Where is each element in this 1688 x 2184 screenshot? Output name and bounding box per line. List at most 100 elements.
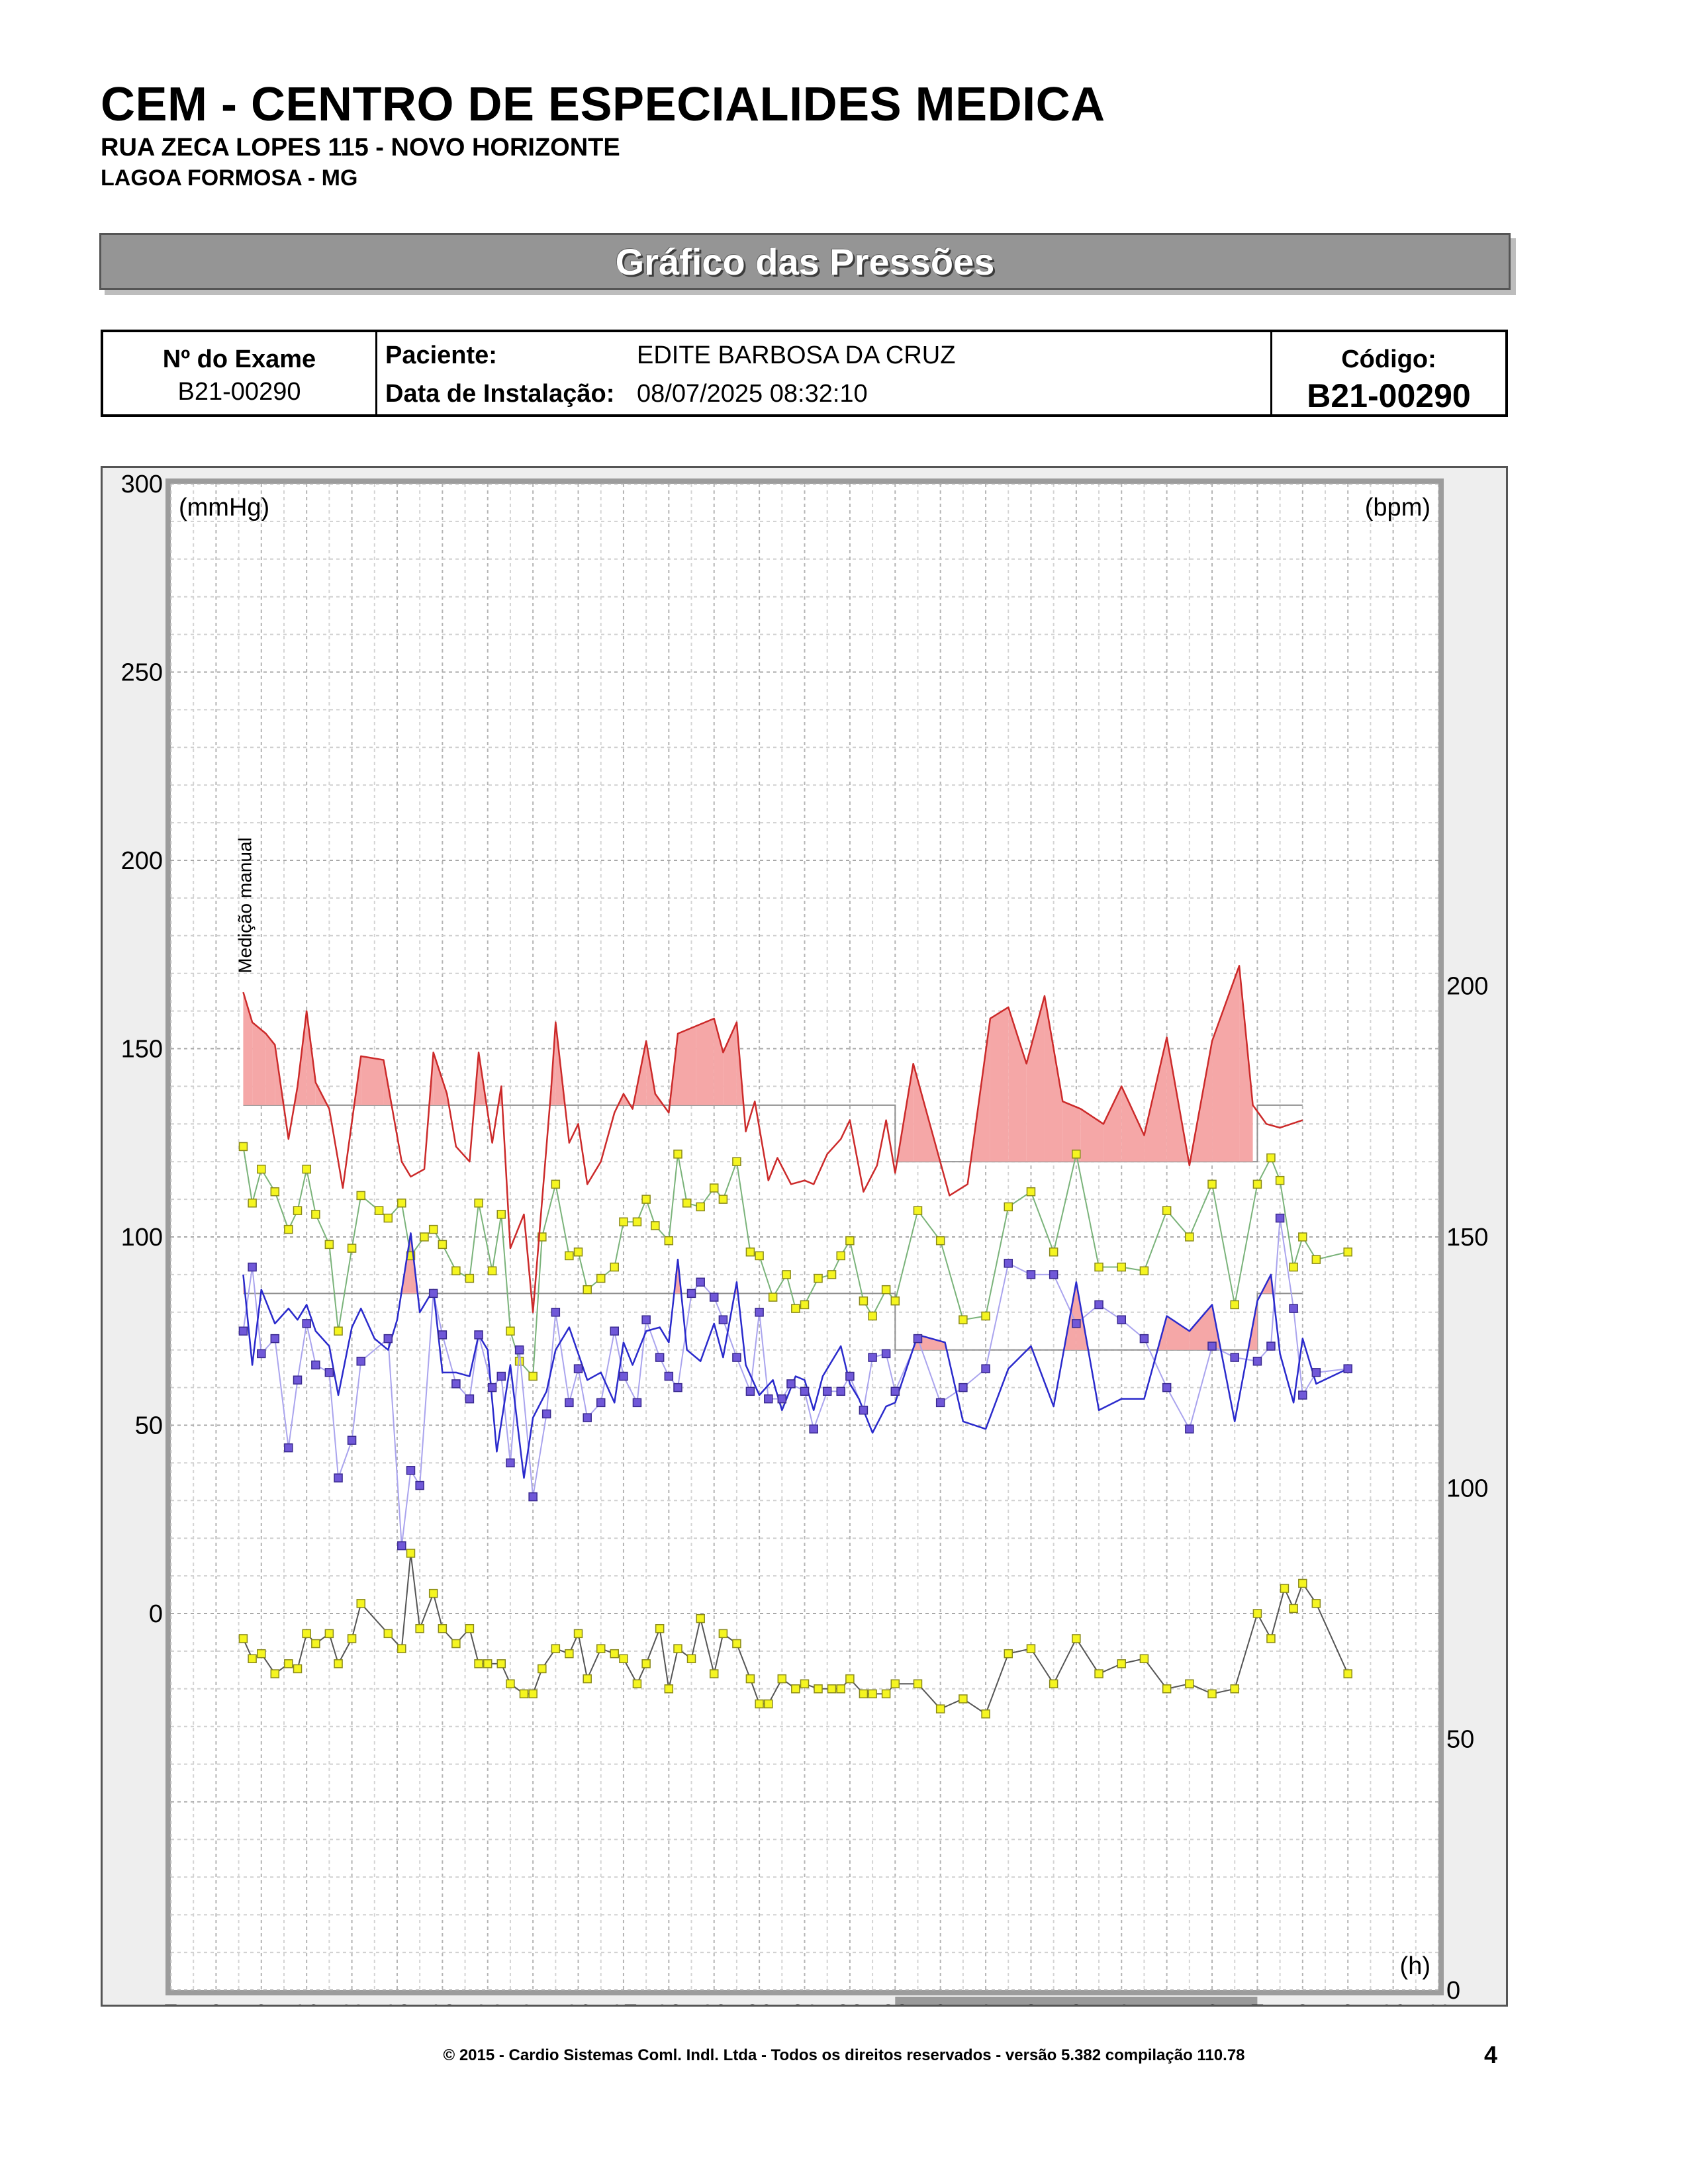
heart-rate-marker	[428, 1588, 438, 1598]
right-axis-labels: 200 150 100 50 0	[1446, 973, 1488, 2005]
night-period-band	[895, 1997, 1258, 2005]
heart-rate-marker	[1026, 1644, 1036, 1653]
limit-exceed-area	[917, 1334, 945, 1350]
mean-pressure-marker	[664, 1236, 674, 1246]
x-tick-label: 23	[881, 2000, 909, 2005]
x-tick-label: 18	[655, 2000, 682, 2005]
diastolic-marker	[959, 1383, 968, 1392]
limit-exceed-area	[723, 1022, 737, 1105]
clinic-name: CEM - CENTRO DE ESPECIALIDES MEDICA	[101, 78, 1105, 131]
heart-rate-marker	[483, 1659, 492, 1668]
mean-pressure-marker	[383, 1213, 393, 1223]
heart-rate-marker	[1162, 1684, 1172, 1694]
left-tick-label: 0	[149, 1600, 163, 1628]
heart-rate-marker	[827, 1684, 837, 1694]
x-tick-label: 0	[933, 2000, 947, 2005]
exam-info-table: Nº do Exame B21-00290 Paciente: EDITE BA…	[101, 330, 1508, 417]
limit-exceed-area	[252, 1022, 266, 1105]
patient-label: Paciente:	[385, 341, 497, 369]
mean-pressure-marker	[1185, 1232, 1194, 1242]
x-tick-label: 20	[745, 2000, 773, 2005]
mean-pressure-marker	[782, 1270, 791, 1279]
diastolic-marker	[397, 1541, 406, 1551]
limit-exceed-area	[714, 1018, 724, 1105]
x-tick-label: 9	[1341, 2000, 1355, 2005]
diastolic-marker	[324, 1368, 334, 1377]
mean-pressure-marker	[311, 1210, 320, 1219]
mean-pressure-marker	[836, 1251, 845, 1261]
diastolic-marker	[755, 1308, 764, 1317]
heart-rate-marker	[383, 1629, 393, 1639]
diastolic-marker	[696, 1277, 705, 1287]
heart-rate-marker	[664, 1684, 674, 1694]
heart-rate-marker	[334, 1659, 343, 1668]
mean-pressure-marker	[732, 1157, 741, 1166]
heart-rate-marker	[451, 1639, 461, 1649]
diastolic-marker	[913, 1334, 923, 1343]
heart-rate-marker	[859, 1689, 868, 1699]
diastolic-marker	[1275, 1213, 1285, 1223]
diastolic-marker	[270, 1334, 280, 1343]
mean-pressure-marker	[1049, 1248, 1058, 1257]
x-tick-label: 15	[519, 2000, 547, 2005]
diastolic-marker	[415, 1480, 424, 1490]
heart-rate-marker	[836, 1684, 845, 1694]
x-tick-label: 10	[1379, 2000, 1407, 2005]
mean-pressure-marker	[420, 1232, 429, 1242]
diastolic-marker	[506, 1458, 515, 1468]
diastolic-marker	[890, 1387, 900, 1396]
mean-pressure-marker	[438, 1240, 447, 1250]
mean-pressure-marker	[1289, 1262, 1298, 1272]
patient-row: Paciente: EDITE BARBOSA DA CRUZ	[385, 341, 955, 370]
limit-exceed-area	[1166, 1316, 1190, 1350]
x-tick-label: 5	[1160, 2000, 1174, 2005]
left-tick-label: 100	[121, 1224, 163, 1251]
diastolic-marker	[1298, 1390, 1307, 1400]
diastolic-markers	[238, 1213, 1352, 1551]
mean-pressure-markers	[238, 1142, 1352, 1381]
mean-pressure-marker	[1207, 1179, 1217, 1189]
heart-rate-marker	[347, 1634, 357, 1643]
heart-rate-marker	[528, 1689, 538, 1699]
heart-rate-marker	[415, 1624, 424, 1633]
x-tick-label: 14	[474, 2000, 502, 2005]
pressure-chart-frame: Medição manual 300 250 200 150 100 50 0 200 150 10…	[101, 466, 1508, 2007]
heart-rate-marker	[764, 1699, 773, 1709]
diastolic-marker	[1139, 1334, 1149, 1343]
mean-pressure-marker	[1094, 1262, 1103, 1272]
heart-rate-marker	[356, 1599, 365, 1608]
mean-pressure-marker	[827, 1270, 837, 1279]
mean-pressure-marker	[1117, 1262, 1126, 1272]
mean-pressure-marker	[1298, 1232, 1307, 1242]
mean-pressure-marker	[1266, 1153, 1276, 1163]
heart-rate-marker	[1049, 1679, 1058, 1688]
mean-pressure-marker	[610, 1262, 619, 1272]
diastolic-marker	[709, 1293, 719, 1302]
heart-rate-marker	[1289, 1604, 1298, 1614]
mean-pressure-marker	[487, 1266, 497, 1275]
limit-exceed-area	[1080, 1109, 1103, 1162]
limit-exceed-area	[243, 992, 253, 1105]
limit-exceed-area	[1239, 966, 1253, 1162]
diastolic-marker	[809, 1424, 818, 1433]
right-tick-label: 150	[1446, 1224, 1488, 1251]
x-tick-label: 19	[700, 2000, 728, 2005]
mean-pressure-marker	[981, 1311, 990, 1321]
diastolic-marker	[764, 1394, 773, 1404]
heart-rate-marker	[302, 1629, 311, 1639]
diastolic-marker	[1289, 1304, 1298, 1313]
heart-rate-marker	[814, 1684, 823, 1694]
mean-pressure-marker	[913, 1206, 923, 1215]
limit-exceed-area	[265, 1033, 275, 1105]
mean-pressure-marker	[551, 1179, 561, 1189]
mean-pressure-marker	[324, 1240, 334, 1250]
limit-exceed-area	[1121, 1086, 1145, 1162]
heart-rate-marker	[1280, 1584, 1289, 1593]
systolic-line	[242, 965, 1303, 1314]
code-cell: Código: B21-00290	[1272, 332, 1505, 414]
page-number: 4	[1484, 2041, 1498, 2068]
mean-pressure-marker	[334, 1326, 343, 1336]
limit-exceed-area	[990, 1007, 1009, 1162]
mean-pressure-marker	[755, 1251, 764, 1261]
heart-rate-marker	[981, 1709, 990, 1719]
